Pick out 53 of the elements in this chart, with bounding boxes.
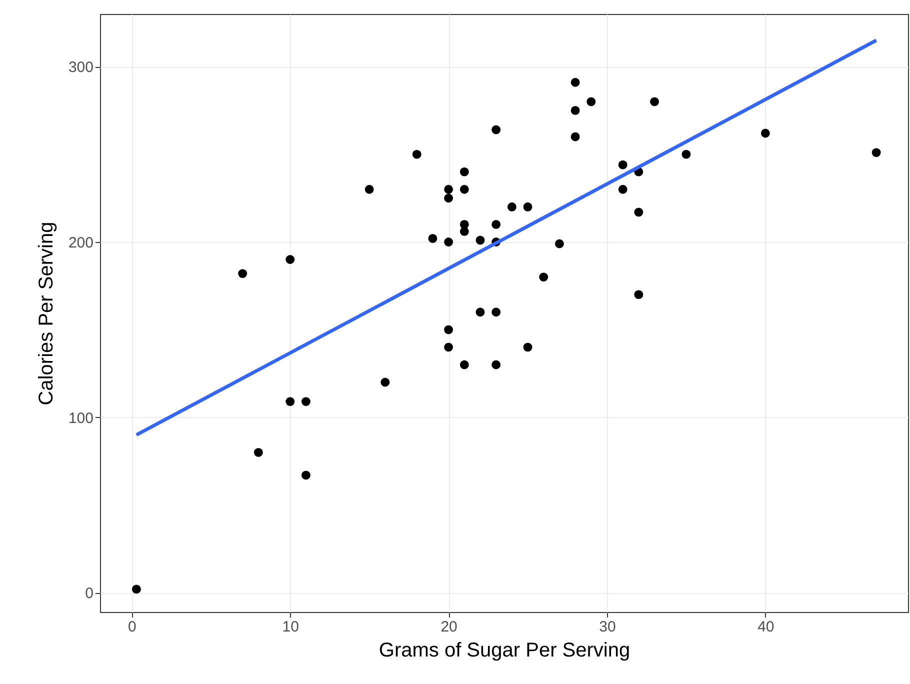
y-tick-label: 200 <box>68 234 94 252</box>
point <box>132 584 141 594</box>
y-axis-title: Calories Per Serving <box>35 222 58 406</box>
point <box>301 397 310 406</box>
point <box>570 106 580 115</box>
x-tick-label: 0 <box>128 618 136 636</box>
point <box>364 184 374 194</box>
point <box>492 220 501 229</box>
point <box>428 234 438 243</box>
point <box>570 78 580 87</box>
point <box>380 378 390 387</box>
point <box>412 150 422 159</box>
point <box>682 150 691 159</box>
y-tick-label: 300 <box>68 59 94 76</box>
point <box>444 184 454 194</box>
point <box>476 236 485 245</box>
point <box>254 448 263 457</box>
point <box>286 255 295 264</box>
point <box>444 238 454 246</box>
point <box>476 308 485 317</box>
x-axis-title: Grams of Sugar Per Serving <box>378 640 630 662</box>
point <box>460 184 469 194</box>
point <box>872 148 881 158</box>
point <box>760 128 770 138</box>
point <box>507 202 516 212</box>
point <box>492 125 501 134</box>
y-tick-label: 100 <box>68 410 94 427</box>
point <box>238 269 248 278</box>
x-tick-label: 40 <box>758 618 774 636</box>
point <box>492 308 501 317</box>
point <box>586 97 596 106</box>
point <box>634 208 644 217</box>
point <box>650 97 659 106</box>
point <box>618 160 628 170</box>
point <box>634 290 644 300</box>
x-tick-label: 20 <box>440 618 458 636</box>
point <box>618 184 628 194</box>
point <box>286 397 295 406</box>
point <box>460 167 469 176</box>
point <box>523 202 532 212</box>
x-tick-label: 30 <box>599 618 616 636</box>
x-tick-label: 10 <box>282 618 299 636</box>
point <box>523 342 532 352</box>
point <box>554 239 564 248</box>
point <box>444 342 454 352</box>
point <box>460 360 469 370</box>
point <box>539 272 548 282</box>
y-tick-label: 0 <box>85 585 94 602</box>
point <box>444 325 454 334</box>
point <box>570 132 580 142</box>
point <box>492 360 501 370</box>
point <box>444 194 454 203</box>
point <box>301 470 310 480</box>
